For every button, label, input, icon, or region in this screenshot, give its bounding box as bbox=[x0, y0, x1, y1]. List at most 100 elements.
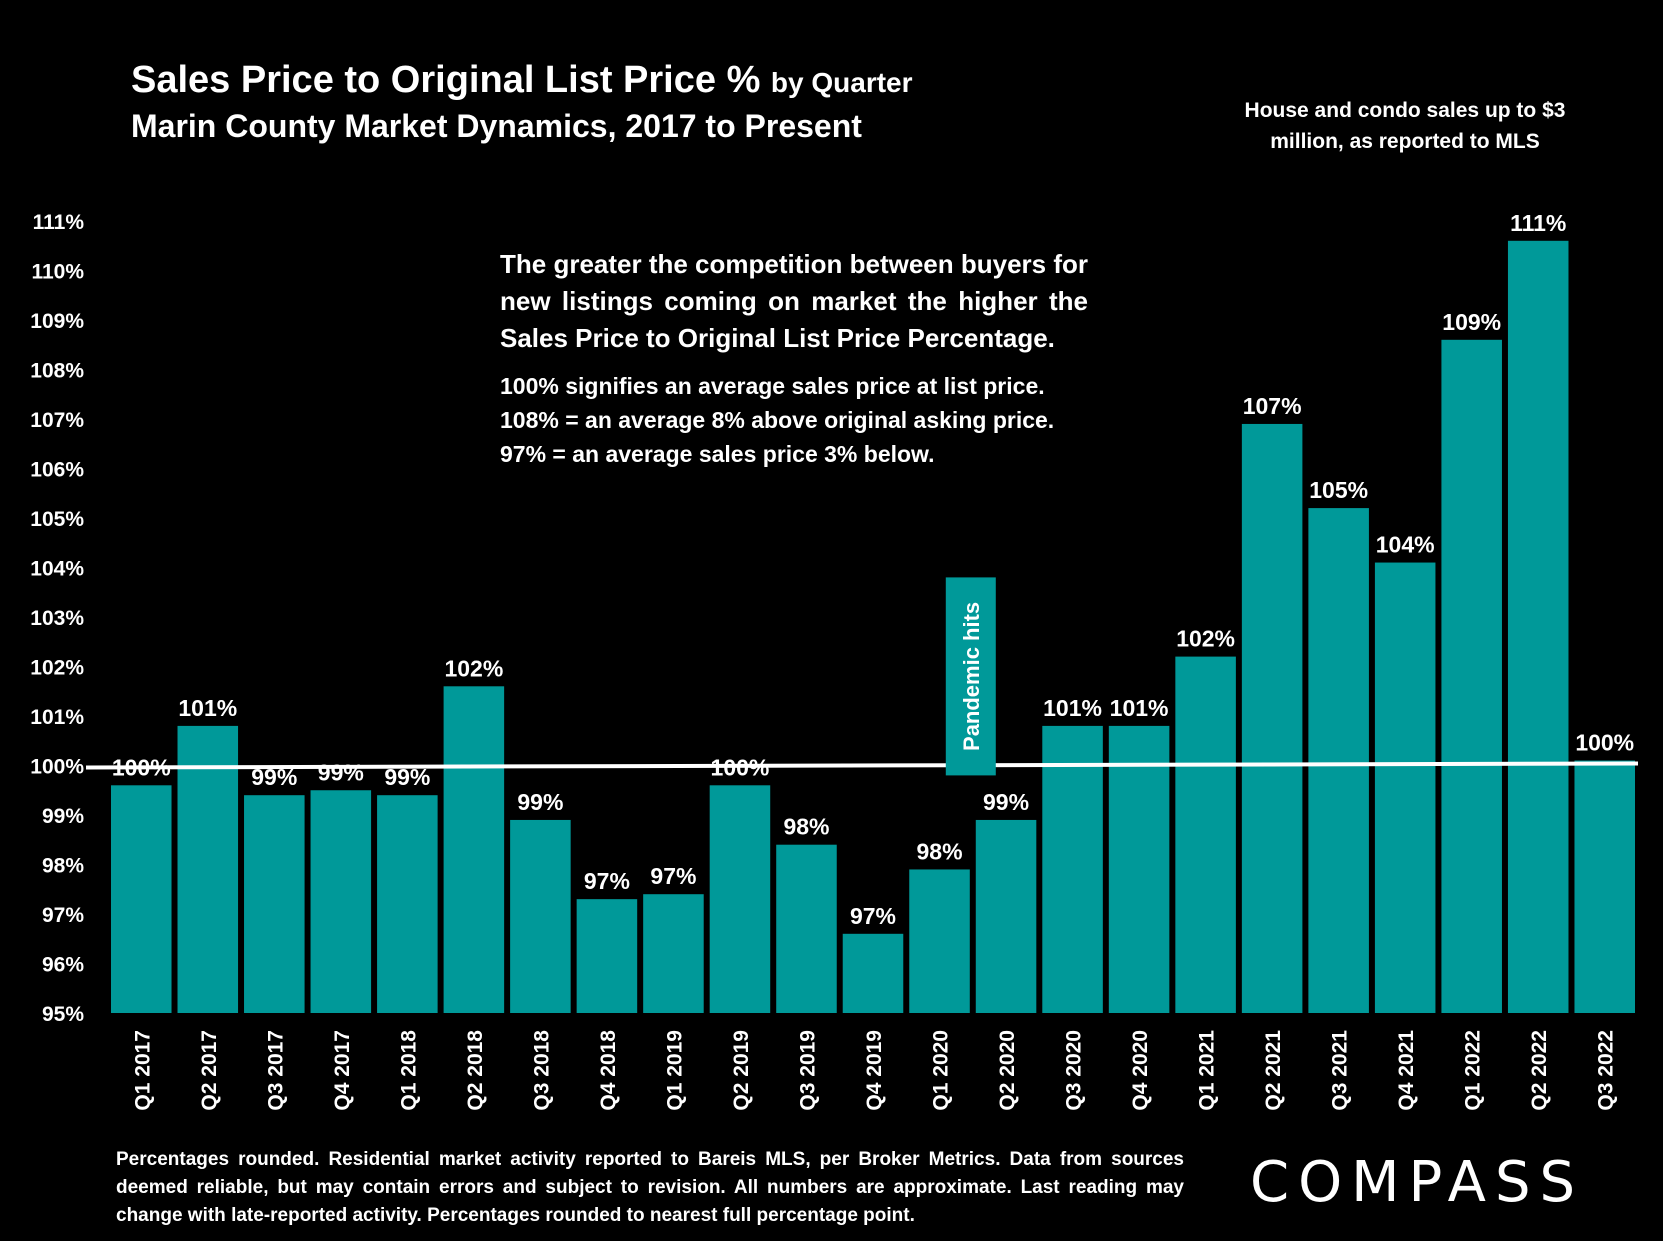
data-label: 97% bbox=[650, 863, 696, 889]
bar bbox=[1108, 725, 1170, 1013]
data-label: 101% bbox=[178, 695, 237, 721]
reference-line bbox=[85, 761, 1639, 770]
y-tick-label: 108% bbox=[30, 360, 84, 383]
bar bbox=[842, 933, 904, 1013]
data-label: 99% bbox=[318, 759, 364, 785]
x-tick-label: Q4 2021 bbox=[1395, 1030, 1418, 1111]
bar bbox=[975, 819, 1037, 1013]
scope-note: House and condo sales up to $3 million, … bbox=[1244, 99, 1566, 153]
data-label: 105% bbox=[1309, 477, 1368, 503]
bar bbox=[1175, 656, 1236, 1013]
bar bbox=[1374, 562, 1436, 1013]
x-tick-label: Q4 2020 bbox=[1129, 1030, 1152, 1111]
x-tick-label: Q3 2021 bbox=[1329, 1030, 1352, 1111]
annotation-line-2: 108% = an average 8% above original aski… bbox=[500, 407, 1055, 433]
data-label: 102% bbox=[444, 655, 503, 681]
x-tick-label: Q1 2019 bbox=[663, 1030, 686, 1111]
chart-title-main: Sales Price to Original List Price % bbox=[131, 59, 761, 101]
data-label: 101% bbox=[1110, 695, 1169, 721]
bars bbox=[110, 240, 1636, 1014]
chart-title-suffix: by Quarter bbox=[770, 67, 913, 98]
data-label: 107% bbox=[1243, 393, 1302, 419]
data-label: 98% bbox=[916, 838, 962, 864]
bar bbox=[643, 894, 704, 1013]
y-tick-label: 97% bbox=[42, 904, 84, 927]
event-marker-group: Pandemic hits bbox=[945, 577, 996, 776]
data-labels: 100% 101% 99% 99% 99% 102% 99% 97% 97% 100% 98% 97%… bbox=[112, 210, 1634, 929]
y-tick-label: 106% bbox=[30, 459, 84, 482]
data-label: 98% bbox=[783, 814, 829, 840]
x-tick-label: Q1 2022 bbox=[1462, 1030, 1485, 1111]
data-label: 99% bbox=[251, 764, 297, 790]
y-tick-label: 98% bbox=[42, 855, 84, 878]
bar bbox=[1441, 339, 1502, 1013]
x-tick-label: Q1 2020 bbox=[930, 1030, 953, 1111]
data-label: 100% bbox=[112, 754, 171, 780]
event-marker-label: Pandemic hits bbox=[959, 602, 984, 751]
data-label: 104% bbox=[1376, 532, 1435, 558]
data-label: 100% bbox=[1575, 730, 1634, 756]
y-tick-label: 105% bbox=[30, 508, 84, 531]
compass-logo: COMPASS bbox=[1250, 1150, 1585, 1215]
x-tick-label: Q3 2020 bbox=[1063, 1030, 1086, 1111]
footnote: Percentages rounded. Residential market … bbox=[116, 1149, 1184, 1226]
bar bbox=[1308, 508, 1369, 1013]
y-axis: 95% 96% 97% 98% 99% 100% 101% 102% 103% 104% 105% 1… bbox=[30, 211, 84, 1026]
bar bbox=[177, 725, 239, 1013]
y-tick-label: 102% bbox=[30, 657, 84, 680]
x-tick-label: Q2 2018 bbox=[464, 1030, 487, 1111]
data-label: 101% bbox=[1043, 695, 1102, 721]
y-tick-label: 104% bbox=[30, 558, 84, 581]
chart-subtitle: Marin County Market Dynamics, 2017 to Pr… bbox=[131, 108, 862, 144]
bar bbox=[1241, 423, 1303, 1013]
x-tick-label: Q3 2019 bbox=[796, 1030, 819, 1111]
y-tick-label: 99% bbox=[42, 805, 84, 828]
bar bbox=[1574, 760, 1636, 1013]
y-tick-label: 110% bbox=[31, 261, 84, 284]
data-label: 102% bbox=[1176, 626, 1235, 652]
y-tick-label: 111% bbox=[33, 211, 85, 234]
y-tick-label: 107% bbox=[30, 409, 84, 432]
data-label: 97% bbox=[850, 903, 896, 929]
y-tick-label: 101% bbox=[30, 706, 84, 729]
y-tick-label: 103% bbox=[30, 607, 84, 630]
data-label: 111% bbox=[1510, 210, 1566, 236]
data-label: 99% bbox=[517, 789, 563, 815]
x-tick-label: Q4 2017 bbox=[331, 1030, 354, 1111]
bar bbox=[377, 795, 438, 1013]
data-label: 97% bbox=[584, 868, 630, 894]
data-label: 109% bbox=[1442, 309, 1501, 335]
data-label: 99% bbox=[384, 764, 430, 790]
annotation-line-1: 100% signifies an average sales price at… bbox=[500, 373, 1045, 399]
y-tick-label: 100% bbox=[30, 756, 84, 779]
y-tick-label: 109% bbox=[30, 310, 84, 333]
bar bbox=[1507, 240, 1569, 1014]
bar bbox=[443, 686, 505, 1013]
data-label: 99% bbox=[983, 789, 1029, 815]
x-tick-label: Q3 2017 bbox=[264, 1030, 287, 1111]
x-tick-label: Q3 2022 bbox=[1595, 1030, 1618, 1111]
x-tick-label: Q2 2021 bbox=[1262, 1030, 1285, 1111]
x-tick-label: Q4 2018 bbox=[597, 1030, 620, 1111]
x-tick-label: Q1 2021 bbox=[1196, 1030, 1219, 1111]
bar bbox=[1042, 725, 1103, 1013]
data-label: 100% bbox=[711, 754, 770, 780]
bar bbox=[909, 869, 970, 1013]
bar bbox=[576, 899, 638, 1013]
x-tick-label: Q3 2018 bbox=[530, 1030, 553, 1111]
bar bbox=[244, 795, 305, 1013]
bar bbox=[310, 790, 372, 1013]
reference-line-group bbox=[85, 761, 1639, 770]
annotation-line-3: 97% = an average sales price 3% below. bbox=[500, 441, 935, 467]
x-axis: Q1 2017 Q2 2017 Q3 2017 Q4 2017 Q1 2018 Q2 20… bbox=[131, 1030, 1617, 1111]
x-tick-label: Q2 2022 bbox=[1528, 1030, 1551, 1111]
bar bbox=[776, 844, 837, 1013]
x-tick-label: Q2 2020 bbox=[996, 1030, 1019, 1111]
bar bbox=[510, 819, 571, 1013]
y-tick-label: 95% bbox=[42, 1003, 84, 1026]
annotation: The greater the competition between buye… bbox=[500, 246, 1088, 471]
y-tick-label: 96% bbox=[42, 954, 84, 977]
chart-title: Sales Price to Original List Price % by … bbox=[131, 58, 913, 105]
x-tick-label: Q1 2017 bbox=[131, 1030, 154, 1111]
